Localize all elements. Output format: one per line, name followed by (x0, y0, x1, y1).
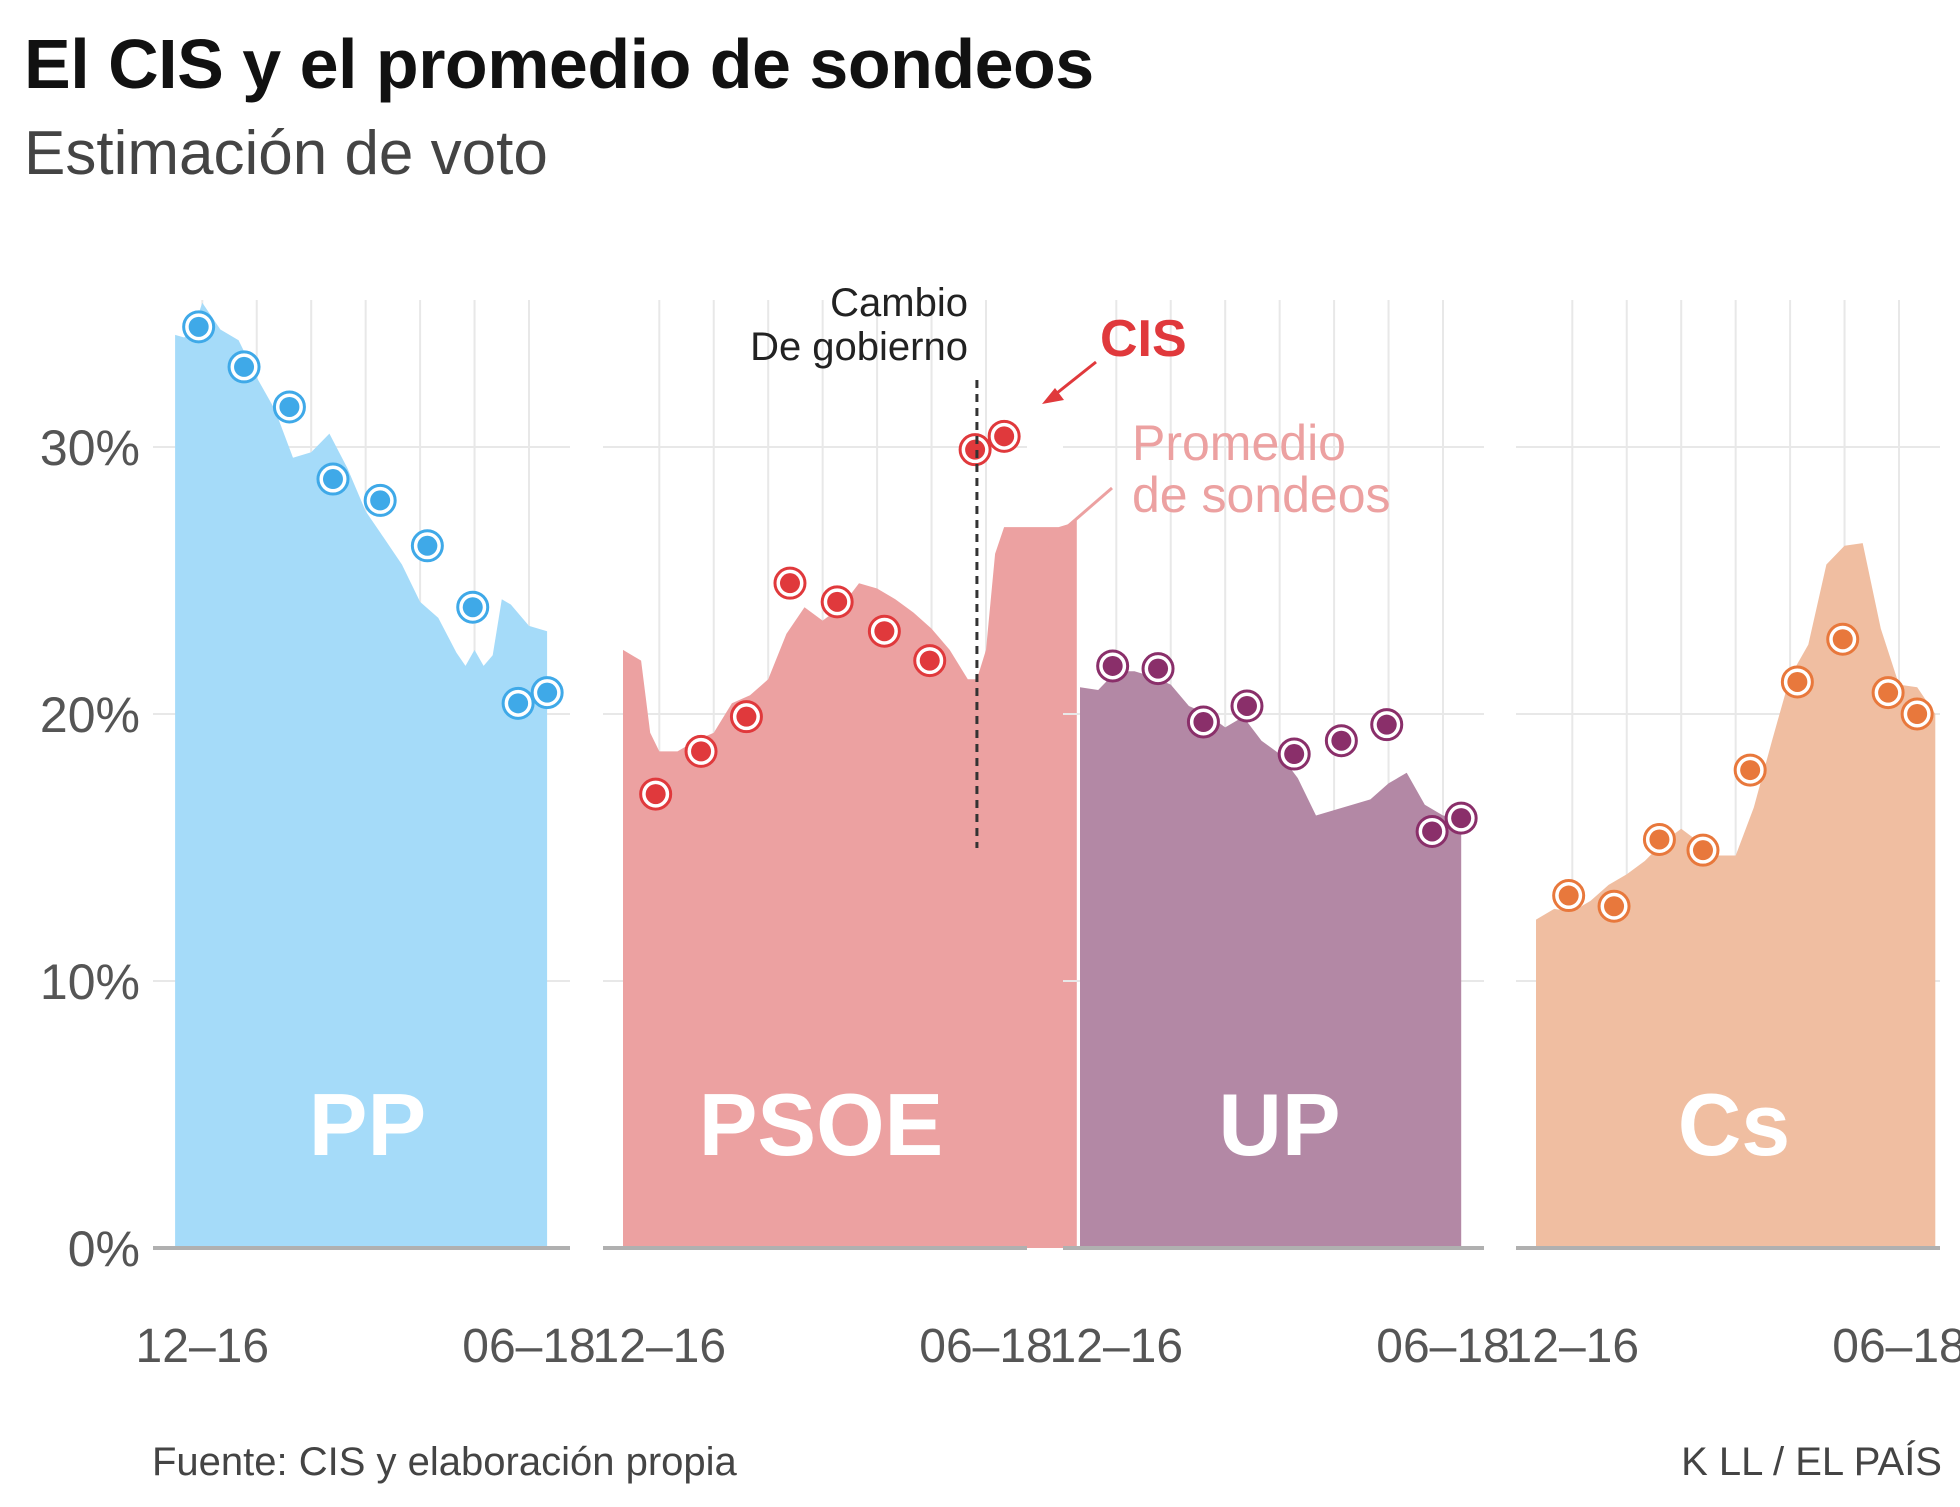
x-tick-label: 12–16 (1506, 1320, 1639, 1373)
cis-point-core (234, 356, 255, 377)
cis-point-core (1193, 712, 1214, 733)
x-tick-label: 06–18 (1376, 1320, 1509, 1373)
x-tick-label: 06–18 (919, 1320, 1052, 1373)
cis-point-core (1148, 658, 1169, 679)
cis-point-core (1692, 840, 1713, 861)
area-cs (1536, 543, 1936, 1248)
x-tick-label: 12–16 (593, 1320, 726, 1373)
cis-point-core (370, 490, 391, 511)
cis-point-core (1604, 896, 1625, 917)
cis-point-core (645, 784, 666, 805)
cis-point-core (1832, 629, 1853, 650)
party-label-cs: Cs (1678, 1075, 1791, 1174)
area-psoe (623, 519, 1077, 1248)
cis-point-core (919, 650, 940, 671)
cis-point-core (322, 469, 343, 490)
cis-point-core (965, 439, 986, 460)
cis-legend-arrow (1051, 360, 1097, 399)
area-pp (175, 302, 548, 1248)
cis-legend-label: CIS (1100, 310, 1187, 368)
y-tick-label: 30% (40, 420, 140, 476)
party-label-pp: PP (309, 1075, 426, 1174)
cis-point-core (279, 396, 300, 417)
cis-point-core (691, 741, 712, 762)
cis-point-core (1331, 730, 1352, 751)
cis-point-core (1451, 808, 1472, 829)
cis-point-core (1376, 714, 1397, 735)
cis-point-core (537, 682, 558, 703)
promedio-legend-line2: de sondeos (1132, 467, 1391, 523)
cis-point-core (874, 621, 895, 642)
promedio-legend-arrowhead (1042, 531, 1063, 548)
promedio-legend-line1: Promedio (1132, 415, 1346, 471)
x-tick-label: 06–18 (462, 1320, 595, 1373)
party-label-psoe: PSOE (699, 1075, 944, 1174)
cis-point-core (1102, 655, 1123, 676)
cis-point-core (994, 426, 1015, 447)
cis-point-core (1284, 744, 1305, 765)
cis-point-core (1878, 682, 1899, 703)
cis-point-core (508, 693, 529, 714)
cis-legend-arrowhead (1042, 388, 1064, 404)
promedio-legend-arrow (1051, 486, 1113, 542)
x-tick-label: 12–16 (136, 1320, 269, 1373)
cis-point-core (827, 591, 848, 612)
cis-point-core (188, 316, 209, 337)
cis-point-core (1787, 671, 1808, 692)
cis-point-core (417, 535, 438, 556)
y-tick-label: 0% (68, 1221, 140, 1277)
x-tick-label: 12–16 (1050, 1320, 1183, 1373)
cis-point-core (1558, 885, 1579, 906)
y-tick-label: 10% (40, 954, 140, 1010)
cis-point-core (1907, 704, 1928, 724)
chart-title: El CIS y el promedio de sondeos (24, 25, 1094, 103)
chart-subtitle: Estimación de voto (24, 119, 548, 188)
area-up (1080, 671, 1462, 1248)
y-tick-label: 20% (40, 687, 140, 743)
cis-point-core (779, 573, 800, 594)
cis-point-core (1422, 821, 1443, 842)
credit-note: K LL / EL PAÍS (1681, 1440, 1942, 1484)
party-label-up: UP (1218, 1075, 1340, 1174)
x-tick-label: 06–18 (1832, 1320, 1960, 1373)
source-note: Fuente: CIS y elaboración propia (152, 1440, 737, 1484)
cambio-label-line1: Cambio (830, 281, 968, 325)
cis-point-core (1236, 695, 1257, 716)
cis-point-core (1740, 760, 1761, 781)
cis-point-core (462, 597, 483, 618)
cambio-label-line2: De gobierno (750, 325, 968, 369)
cis-point-core (736, 706, 757, 727)
cis-point-core (1649, 829, 1670, 850)
